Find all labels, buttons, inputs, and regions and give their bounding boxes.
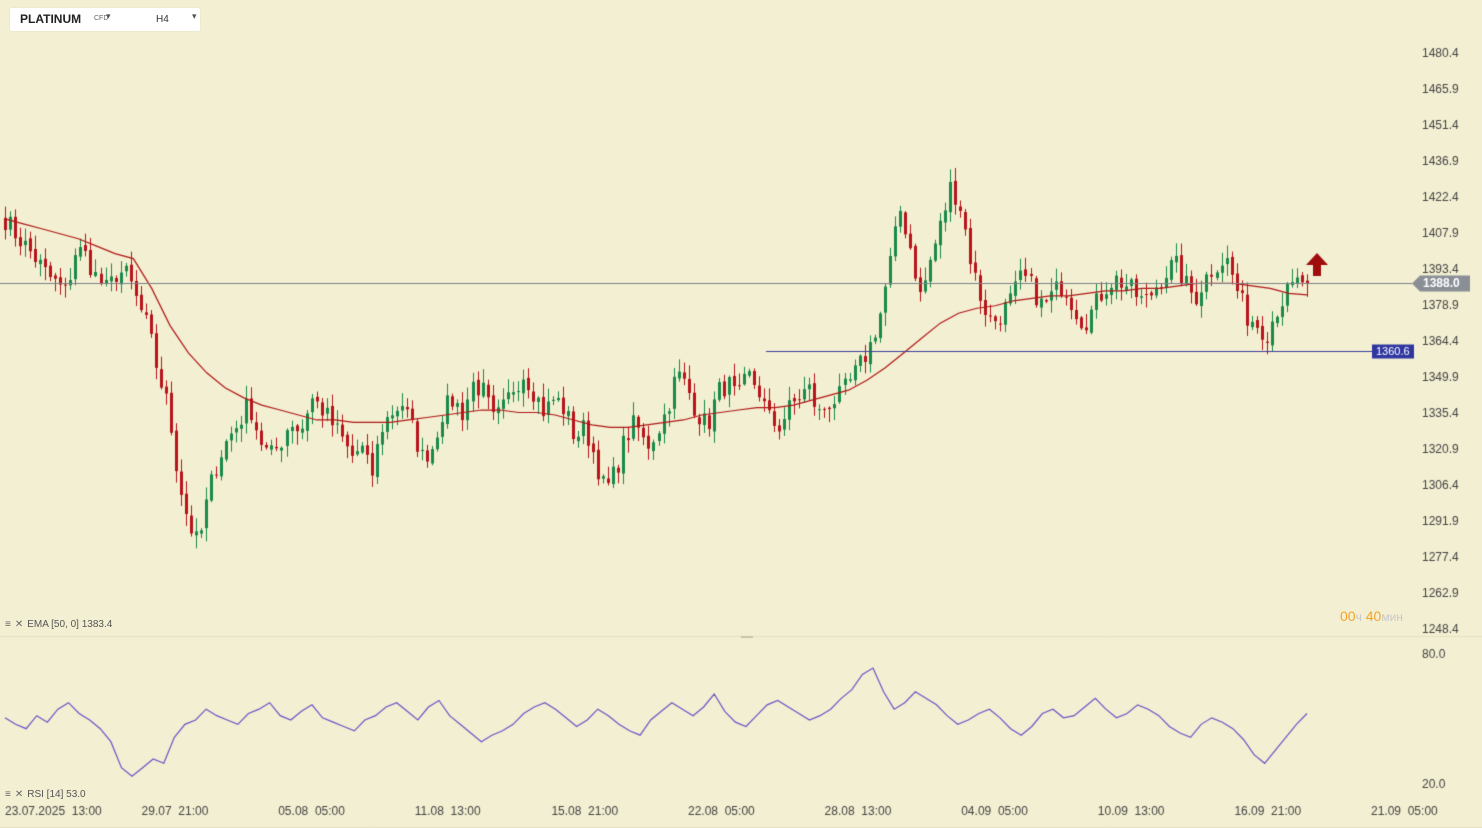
settings-icon[interactable]: ≡ xyxy=(5,789,11,800)
close-icon[interactable]: ✕ xyxy=(14,619,24,630)
chevron-down-icon[interactable]: ▾ xyxy=(192,12,197,22)
symbol-name: PLATINUM xyxy=(20,12,82,26)
symbol-type: CFD xyxy=(94,15,109,22)
candle-countdown-timer: 00ч 40мин xyxy=(1340,608,1403,624)
settings-icon[interactable]: ≡ xyxy=(5,619,11,630)
ema-indicator-label[interactable]: ≡ ✕ EMA [50, 0] 1383.4 xyxy=(5,619,113,630)
chevron-down-icon[interactable]: ▾ xyxy=(106,12,111,22)
rsi-indicator-label[interactable]: ≡ ✕ RSI [14] 53.0 xyxy=(5,789,86,800)
symbol-selector[interactable]: PLATINUM CFD ▾ H4 ▾ xyxy=(10,8,200,31)
timeframe-selector[interactable]: H4 xyxy=(156,14,169,25)
close-icon[interactable]: ✕ xyxy=(14,789,24,800)
